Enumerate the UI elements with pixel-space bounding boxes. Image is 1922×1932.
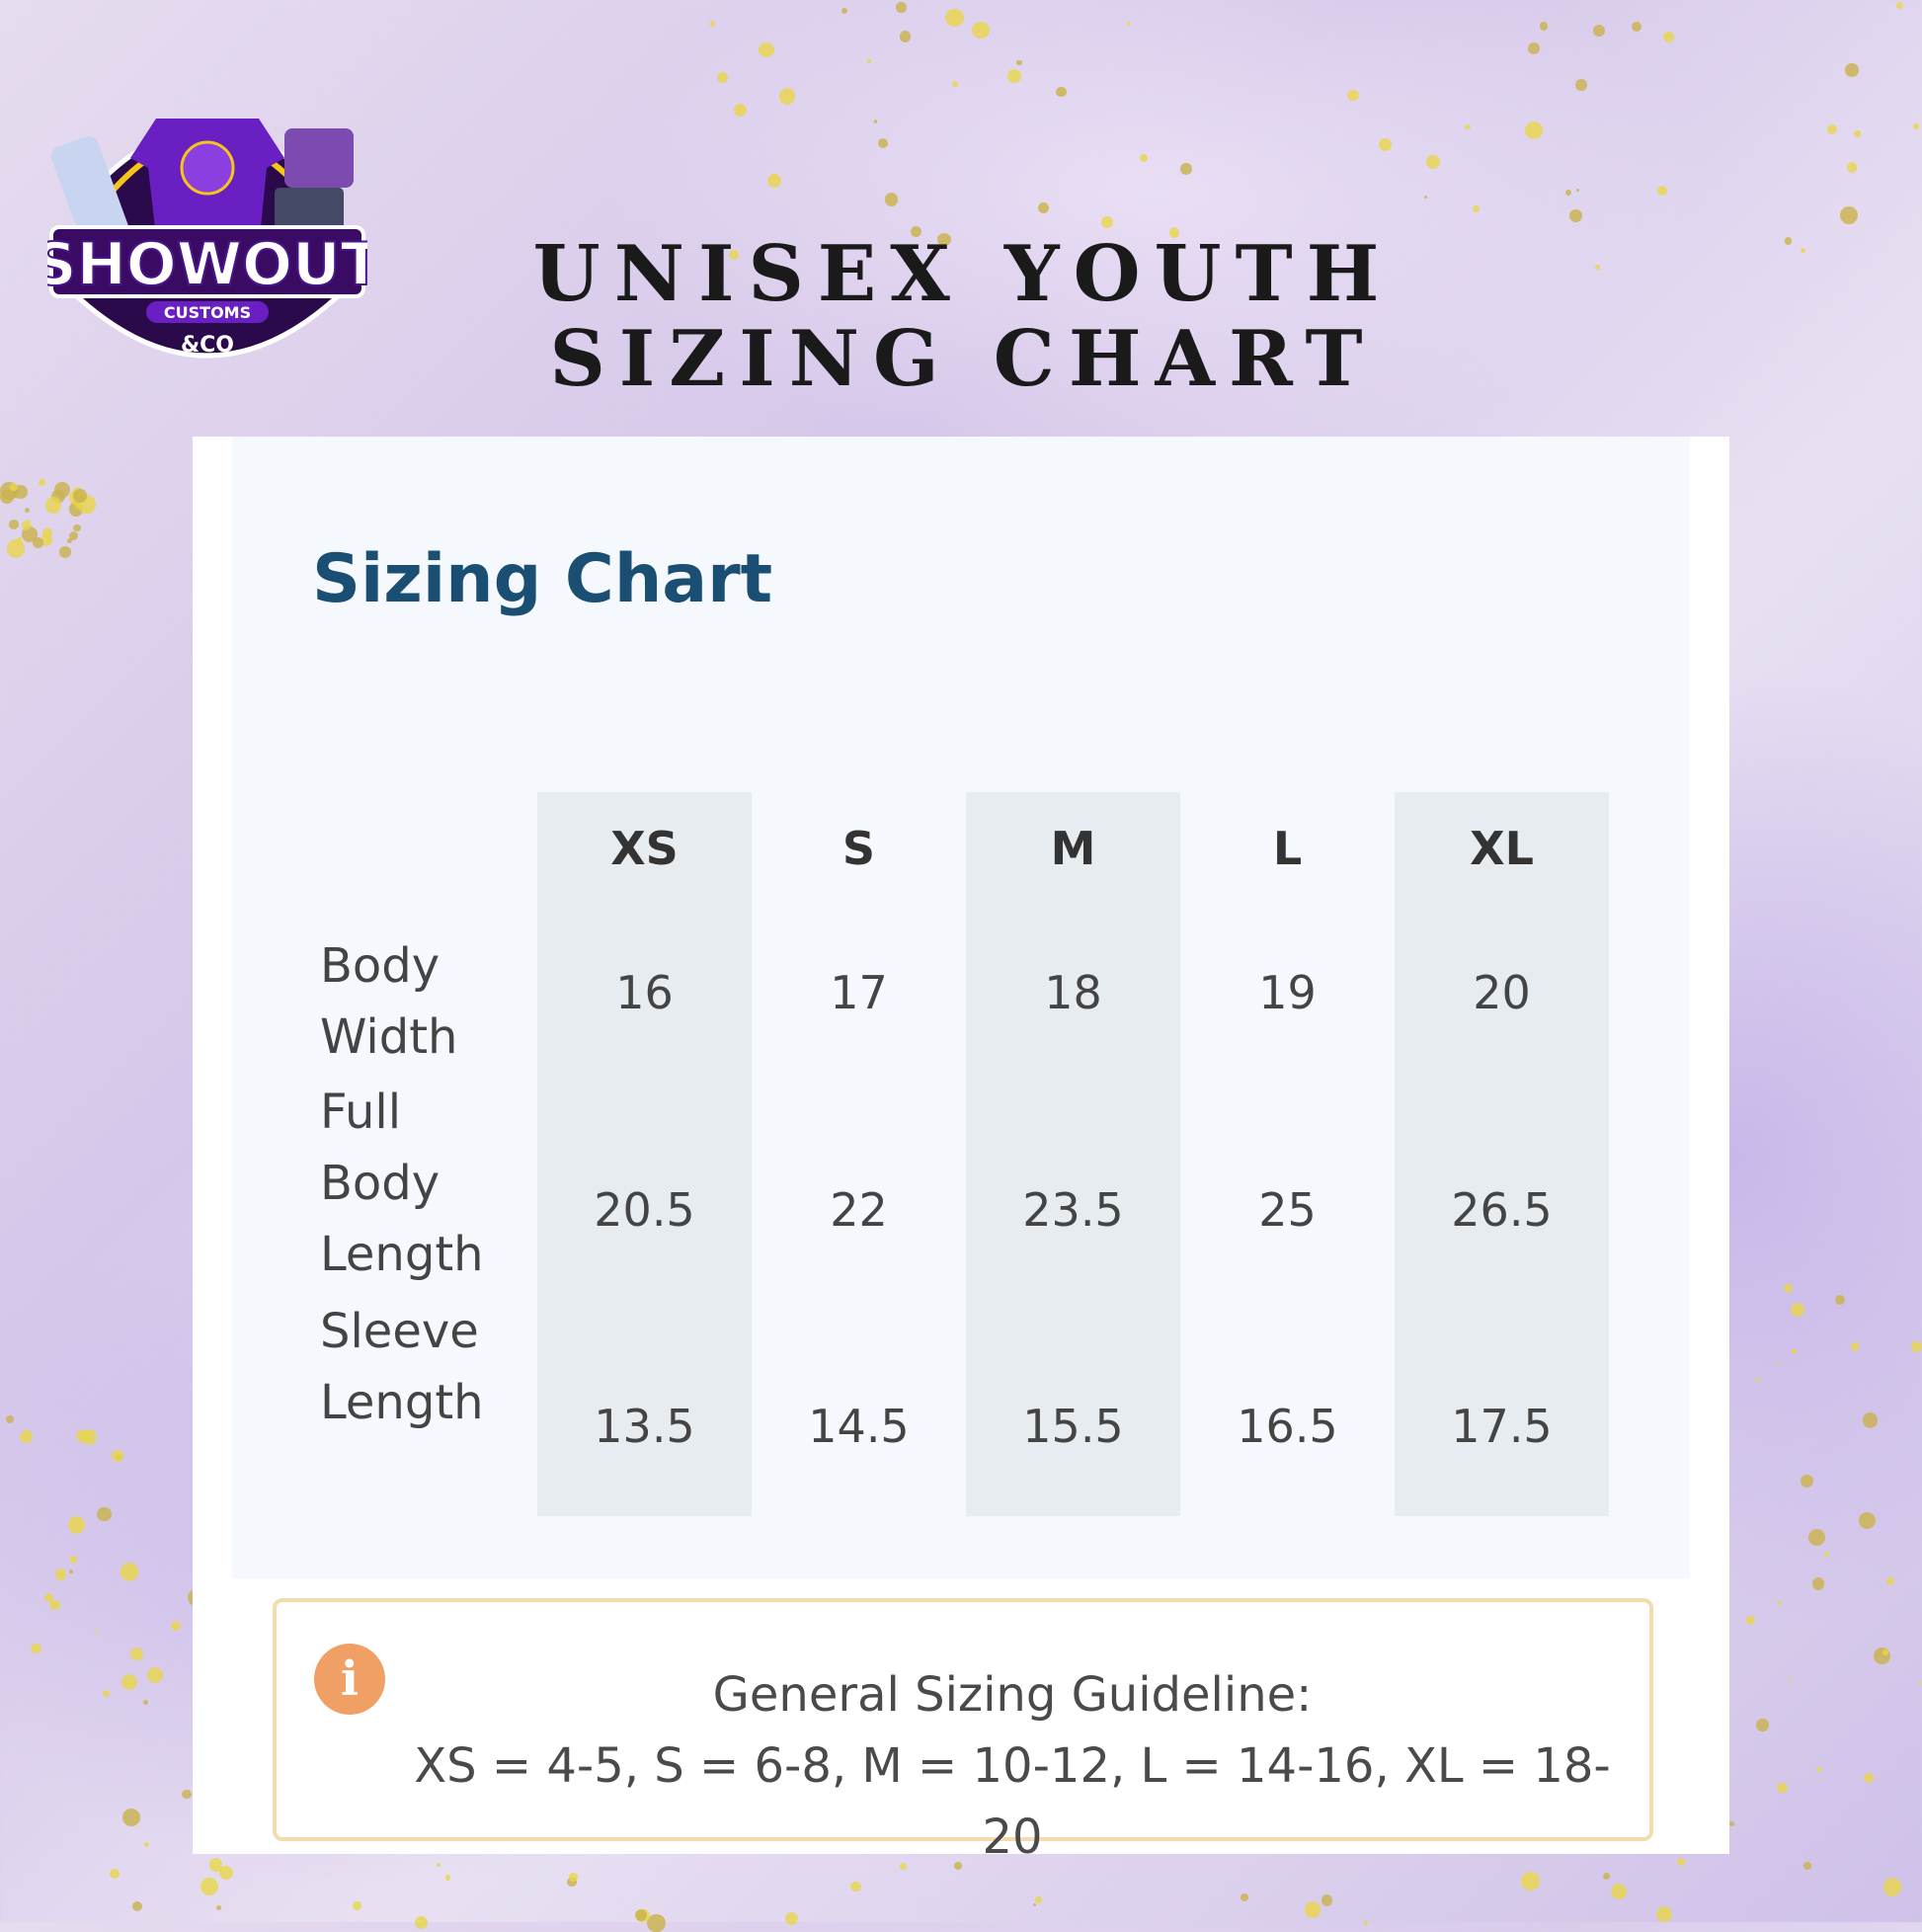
size-column-xl (1395, 792, 1609, 1516)
row-label: Body Width (320, 938, 458, 1065)
sizing-chart-card: Sizing Chart XS S M L XL Body Width 16 17 18 19 20… (232, 437, 1690, 1578)
guideline-title: General Sizing Guideline: (712, 1667, 1313, 1723)
page-title: UNISEX YOUTH SIZING CHART (532, 229, 1394, 404)
table-cell: 25 (1258, 1183, 1317, 1237)
info-icon: i (314, 1644, 385, 1715)
svg-text:&CO: &CO (181, 333, 234, 358)
table-cell: 19 (1258, 966, 1317, 1019)
size-column-xs (537, 792, 752, 1516)
chart-heading: Sizing Chart (312, 540, 773, 618)
svg-text:CUSTOMS: CUSTOMS (164, 303, 251, 322)
guideline-text: XS = 4-5, S = 6-8, M = 10-12, L = 14-16,… (414, 1738, 1611, 1865)
table-cell: 18 (1044, 966, 1102, 1019)
size-header: L (1272, 822, 1303, 875)
table-cell: 22 (830, 1183, 888, 1237)
table-cell: 16 (615, 966, 674, 1019)
table-cell: 17 (830, 966, 888, 1019)
table-cell: 14.5 (808, 1400, 910, 1453)
table-cell: 15.5 (1022, 1400, 1124, 1453)
row-label: Full Body Length (320, 1085, 484, 1282)
size-column-m (966, 792, 1180, 1516)
size-header: M (1050, 822, 1096, 875)
size-header: XL (1470, 822, 1534, 875)
sizing-panel: Sizing Chart XS S M L XL Body Width 16 17 18 19 20… (193, 437, 1729, 1865)
table-cell: 26.5 (1451, 1183, 1553, 1237)
table-cell: 20.5 (594, 1183, 695, 1237)
table-cell: 16.5 (1237, 1400, 1338, 1453)
showout-logo: SHOWOUT CUSTOMS &CO (47, 119, 367, 359)
size-header: S (841, 822, 876, 875)
table-cell: 17.5 (1451, 1400, 1553, 1453)
row-label: Sleeve Length (320, 1304, 484, 1430)
table-cell: 13.5 (594, 1400, 695, 1453)
table-cell: 20 (1473, 966, 1531, 1019)
size-header: XS (610, 822, 679, 875)
sizing-guideline-box: i General Sizing Guideline: XS = 4-5, S … (273, 1598, 1653, 1865)
table-cell: 23.5 (1022, 1183, 1124, 1237)
logo-text: SHOWOUT (47, 230, 367, 299)
